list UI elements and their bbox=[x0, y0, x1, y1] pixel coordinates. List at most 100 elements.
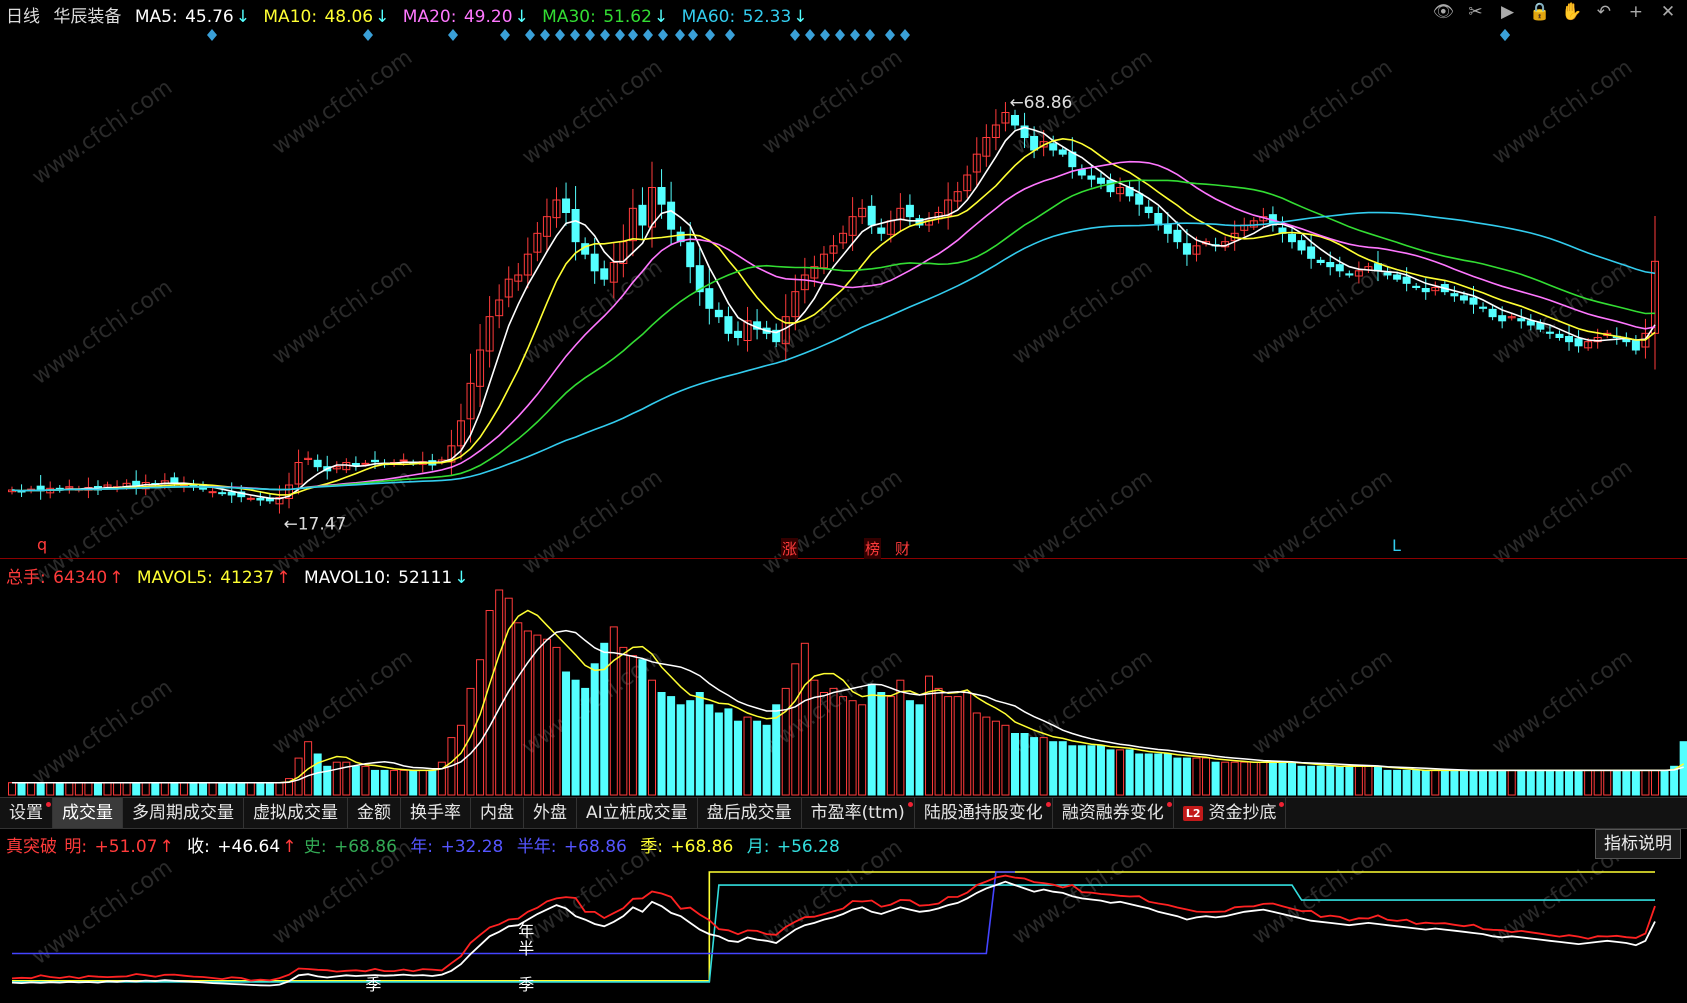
candle-body bbox=[533, 232, 542, 253]
volume-bar bbox=[562, 671, 571, 796]
candle bbox=[772, 323, 781, 348]
candle bbox=[1335, 256, 1344, 278]
candle bbox=[1154, 206, 1163, 231]
candle bbox=[1593, 328, 1602, 349]
candle-body bbox=[495, 299, 504, 317]
candle bbox=[590, 237, 599, 284]
tab-11[interactable]: 陆股通持股变化 bbox=[915, 798, 1053, 828]
lock-icon[interactable]: 🔒 bbox=[1529, 2, 1551, 22]
volume-chart[interactable] bbox=[0, 585, 1687, 797]
tab-13[interactable]: L2 资金抄底 bbox=[1174, 798, 1287, 828]
candle bbox=[896, 193, 905, 233]
marker-bang[interactable]: 榜 bbox=[864, 538, 882, 559]
candle-body bbox=[1116, 187, 1125, 195]
volume-bar bbox=[1660, 769, 1669, 796]
mavol10-label: MAVOL10: bbox=[303, 568, 397, 588]
marker-zhang[interactable]: 涨 bbox=[781, 538, 799, 559]
volume-bar bbox=[781, 687, 790, 796]
mavol5-value: 41237 bbox=[220, 568, 275, 588]
volume-bar bbox=[1316, 765, 1325, 796]
candle-body bbox=[1545, 331, 1554, 334]
volume-bar bbox=[1307, 765, 1316, 796]
volume-bar bbox=[189, 782, 198, 796]
candle-body bbox=[638, 204, 647, 226]
close-icon[interactable]: ✕ bbox=[1660, 2, 1676, 22]
candle bbox=[562, 182, 571, 226]
candle bbox=[1507, 313, 1516, 321]
volume-bar bbox=[542, 638, 551, 796]
candle-body bbox=[1488, 308, 1497, 318]
volume-bar bbox=[638, 659, 647, 796]
tab-6[interactable]: 内盘 bbox=[471, 798, 524, 828]
indicator-chart[interactable]: 年半季 季 bbox=[0, 860, 1687, 1003]
volume-bar bbox=[972, 712, 981, 796]
candle bbox=[1555, 330, 1564, 341]
play-icon[interactable]: ▶ bbox=[1500, 2, 1515, 22]
candle-body bbox=[1354, 270, 1363, 277]
eye-icon[interactable]: 👁 bbox=[1432, 2, 1455, 22]
yue-value: +56.28 bbox=[776, 837, 840, 857]
tab-5[interactable]: 换手率 bbox=[401, 798, 471, 828]
tab-4[interactable]: 金额 bbox=[348, 798, 401, 828]
tab-12[interactable]: 融资融券变化 bbox=[1053, 798, 1174, 828]
volume-bar bbox=[1173, 757, 1182, 796]
candle-body bbox=[1507, 316, 1516, 319]
candle-body bbox=[1402, 276, 1411, 284]
candle bbox=[982, 124, 991, 167]
tab-1[interactable]: 成交量 bbox=[53, 798, 123, 828]
volume-bar bbox=[867, 683, 876, 796]
tab-9[interactable]: 盘后成交量 bbox=[698, 798, 802, 828]
hand-icon[interactable]: ✋ bbox=[1561, 2, 1583, 22]
volume-bar bbox=[1507, 769, 1516, 796]
candle-body bbox=[791, 291, 800, 318]
candle-body bbox=[705, 288, 714, 309]
candle bbox=[65, 479, 74, 494]
volume-header: 总手: 64340 ↑ MAVOL5: 41237 ↑ MAVOL10: 52111… bbox=[6, 563, 470, 588]
volume-bar bbox=[1421, 769, 1430, 796]
tab-8[interactable]: AI立桩成交量 bbox=[577, 798, 698, 828]
marker-cai[interactable]: 财 bbox=[895, 540, 911, 558]
volume-bar bbox=[982, 716, 991, 796]
ma10-label: MA10: bbox=[263, 7, 323, 27]
volume-bar bbox=[122, 782, 131, 796]
tab-7[interactable]: 外盘 bbox=[524, 798, 577, 828]
main-chart-header: 日线 华辰装备 MA5: 45.76 ↓ MA10: 48.06 ↓ MA20: 4… bbox=[6, 2, 810, 27]
tab-label: 陆股通持股变化 bbox=[923, 803, 1043, 823]
undo-icon[interactable]: ↶ bbox=[1596, 2, 1611, 22]
zoom-in-icon[interactable]: + bbox=[1628, 2, 1644, 22]
tab-dot-icon bbox=[907, 802, 913, 807]
tab-3[interactable]: 虚拟成交量 bbox=[244, 798, 348, 828]
volume-bar bbox=[1431, 769, 1440, 796]
candle-body bbox=[1297, 240, 1306, 251]
volume-bar bbox=[418, 769, 427, 796]
zongshou-arrow: ↑ bbox=[109, 568, 124, 588]
candle-body bbox=[1316, 259, 1325, 264]
candle bbox=[858, 199, 867, 224]
candle-body bbox=[839, 232, 848, 244]
candle-body bbox=[1058, 149, 1067, 155]
tab-label: 盘后成交量 bbox=[706, 803, 792, 823]
candle-body bbox=[285, 484, 294, 499]
period-label[interactable]: 日线 bbox=[6, 7, 40, 27]
tab-0[interactable]: 设置 bbox=[0, 798, 53, 828]
signal-diamond bbox=[615, 29, 625, 41]
signal-diamond bbox=[688, 29, 698, 41]
candle bbox=[753, 309, 762, 340]
candle-body bbox=[1135, 193, 1144, 205]
candle bbox=[1144, 199, 1153, 219]
volume-bar bbox=[1622, 769, 1631, 796]
ma60-value: 52.33 bbox=[742, 7, 792, 27]
volume-bar bbox=[686, 700, 695, 796]
candlestick-chart[interactable]: ←68.86 ←17.47 bbox=[0, 0, 1687, 560]
tab-2[interactable]: 多周期成交量 bbox=[123, 798, 244, 828]
candle bbox=[934, 206, 943, 224]
ma10-value: 48.06 bbox=[324, 7, 374, 27]
scissors-icon[interactable]: ✂ bbox=[1468, 2, 1483, 22]
indicator-help-button[interactable]: 指标说明 bbox=[1595, 829, 1681, 859]
candle bbox=[972, 137, 981, 186]
ma30-line bbox=[11, 179, 1656, 492]
candle-body bbox=[1517, 318, 1526, 322]
candle-body bbox=[256, 497, 265, 501]
tab-10[interactable]: 市盈率(ttm) bbox=[802, 798, 915, 828]
marker-L[interactable]: L bbox=[1392, 536, 1401, 555]
